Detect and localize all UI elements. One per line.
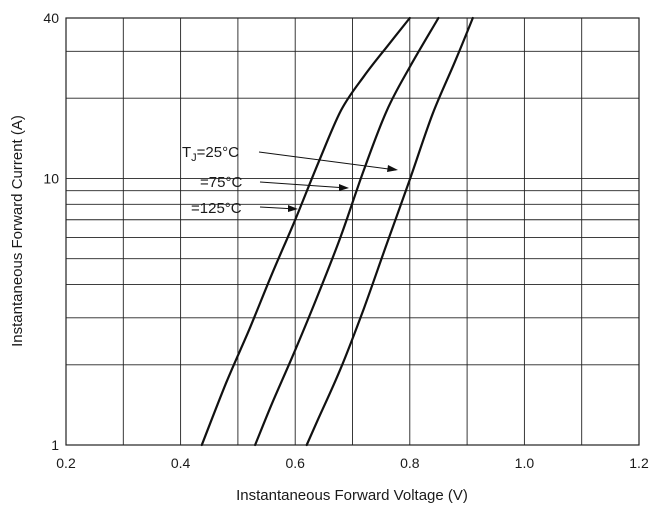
- temperature-annotations: TJ=25°C =75°C =125°C: [182, 144, 398, 217]
- series-curve-3: [305, 16, 474, 447]
- x-axis-label: Instantaneous Forward Voltage (V): [236, 487, 468, 504]
- leader-25c: [258, 151, 397, 171]
- x-tick-label: 1.2: [629, 455, 649, 471]
- y-tick-label: 10: [43, 170, 59, 186]
- annotation-tj-25c: TJ=25°C: [182, 144, 239, 164]
- tick-labels: 0.2 0.4 0.6 0.8 1.0 1.2 1 10 40: [43, 10, 649, 471]
- y-tick-label: 40: [43, 10, 59, 26]
- annotation-125c: =125°C: [191, 200, 242, 217]
- tj-25c-value: =25°C: [197, 144, 239, 161]
- x-tick-label: 0.2: [56, 455, 76, 471]
- x-tick-label: 1.0: [515, 455, 535, 471]
- arrowhead-25c: [387, 165, 398, 172]
- series-curve-2: [254, 16, 440, 447]
- x-tick-label: 0.4: [171, 455, 191, 471]
- arrowhead-75c: [339, 184, 349, 191]
- series-curves: [200, 16, 474, 447]
- x-tick-label: 0.6: [285, 455, 305, 471]
- annotation-75c: =75°C: [200, 174, 242, 191]
- tj-subscript: J: [191, 152, 197, 164]
- grid: [66, 18, 639, 445]
- series-curve-1: [200, 16, 411, 447]
- y-axis-label: Instantaneous Forward Current (A): [9, 115, 26, 347]
- arrowhead-125c: [288, 205, 298, 212]
- y-tick-label: 1: [51, 437, 59, 453]
- tj-prefix: T: [182, 144, 191, 161]
- x-tick-label: 0.8: [400, 455, 420, 471]
- plot-frame: [65, 17, 640, 446]
- leader-75c: [259, 181, 348, 189]
